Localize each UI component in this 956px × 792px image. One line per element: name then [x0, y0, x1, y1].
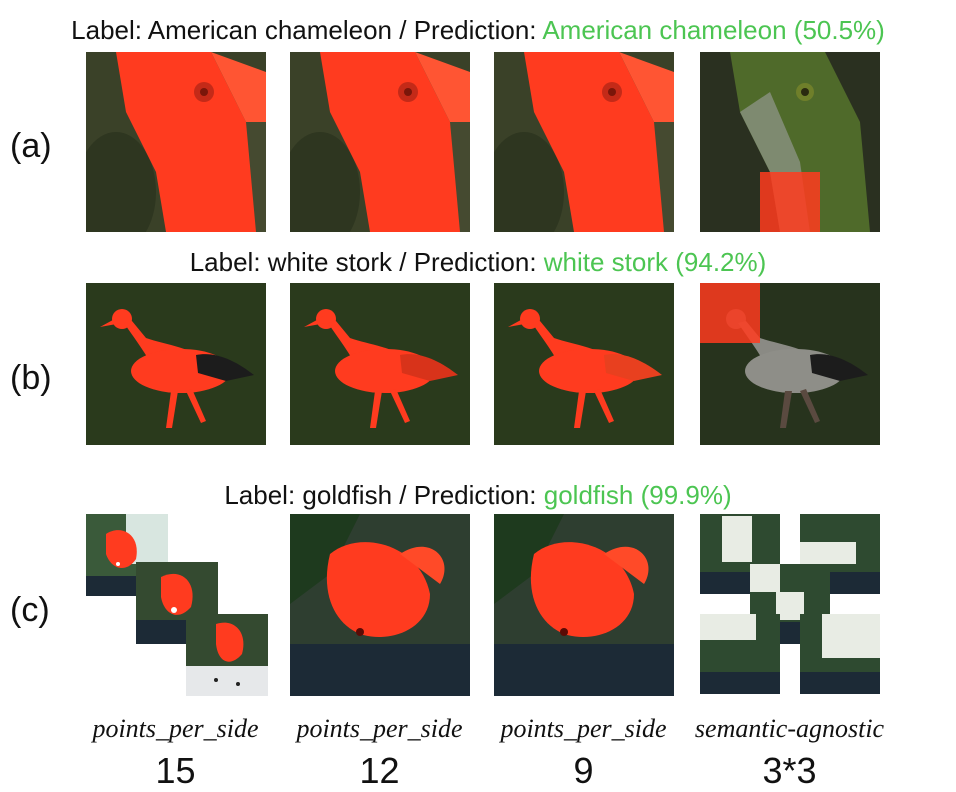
caption-value-2: 12: [359, 750, 400, 791]
caption-method-1: points_per_side: [92, 714, 259, 743]
stork-image-15: [86, 283, 266, 445]
caption-method-4: semantic-agnostic: [694, 714, 885, 743]
goldfish-mini-3: [186, 614, 268, 696]
caption-value-3: 9: [573, 750, 594, 791]
column-caption-4: semantic-agnostic 3*3: [682, 714, 897, 792]
row-c-label-text: Label: goldfish / Prediction:: [224, 480, 544, 510]
row-c-title: Label: goldfish / Prediction: goldfish (…: [0, 479, 956, 511]
row-b-prediction: white stork (94.2%): [543, 247, 767, 277]
goldfish-image-15: [86, 514, 268, 696]
row-b-marker: (b): [10, 359, 52, 397]
chameleon-image-3x3: [700, 52, 880, 232]
column-caption-1: points_per_side 15: [68, 714, 283, 792]
row-b-label-text: Label: white stork / Prediction:: [189, 247, 544, 277]
stork-image-12: [290, 283, 470, 445]
goldfish-image-3x3: [700, 514, 882, 696]
stork-image-9: [494, 283, 674, 445]
chameleon-image-9: [494, 52, 674, 232]
goldfish-patch-bottom-left: [700, 614, 780, 694]
caption-value-4: 3*3: [762, 750, 817, 791]
goldfish-image-12: [290, 514, 470, 696]
caption-value-1: 15: [155, 750, 196, 791]
stork-image-3x3: [700, 283, 880, 445]
row-c-marker: (c): [10, 591, 50, 629]
row-a-label-text: Label: American chameleon / Prediction:: [71, 15, 543, 45]
chameleon-image-12: [290, 52, 470, 232]
chameleon-image-15: [86, 52, 266, 232]
column-caption-2: points_per_side 12: [272, 714, 487, 792]
goldfish-image-9: [494, 514, 674, 696]
caption-method-3: points_per_side: [500, 714, 667, 743]
row-b-title: Label: white stork / Prediction: white s…: [0, 246, 956, 278]
column-caption-3: points_per_side 9: [476, 714, 691, 792]
row-c-prediction: goldfish (99.9%): [543, 480, 732, 510]
row-a-marker: (a): [10, 127, 52, 165]
row-a-title: Label: American chameleon / Prediction: …: [0, 14, 956, 46]
caption-method-2: points_per_side: [296, 714, 463, 743]
row-a-prediction: American chameleon (50.5%): [542, 15, 885, 45]
goldfish-patch-bottom-right: [800, 614, 880, 694]
